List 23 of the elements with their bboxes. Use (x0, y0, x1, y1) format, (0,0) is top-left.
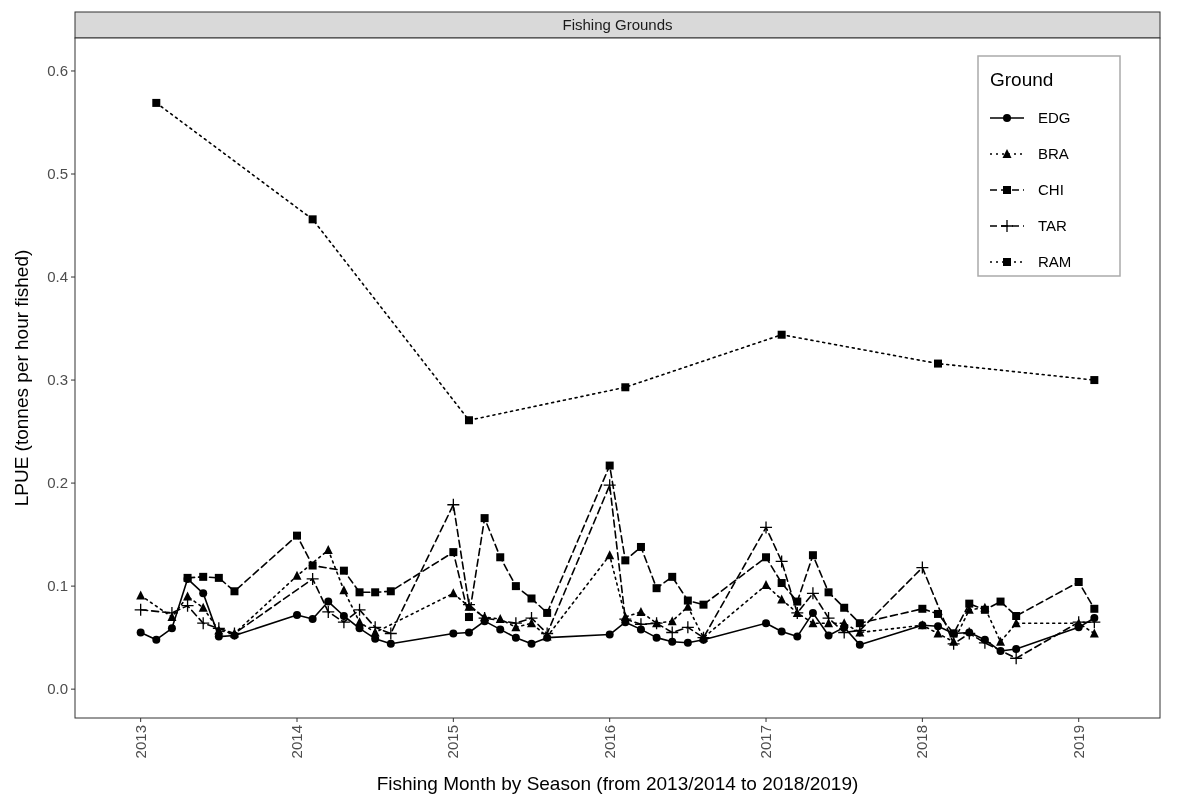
x-tick-label: 2013 (131, 725, 149, 759)
x-tick-label: 2018 (913, 725, 931, 759)
y-tick-label: 0.6 (47, 61, 68, 79)
chart-title: Fishing Grounds (562, 16, 673, 33)
y-axis-title: LPUE (tonnes per hour fished) (11, 249, 32, 507)
y-tick-label: 0.4 (47, 268, 68, 286)
x-tick-label: 2019 (1069, 725, 1087, 759)
legend-label: EDG (1038, 109, 1071, 126)
legend-label: CHI (1038, 181, 1064, 198)
y-tick-label: 0.0 (47, 680, 68, 698)
legend-label: RAM (1038, 253, 1072, 270)
y-tick-label: 0.3 (47, 371, 68, 389)
x-tick-label: 2014 (288, 725, 305, 759)
legend-title: Ground (990, 69, 1054, 90)
x-tick-label: 2015 (444, 725, 462, 759)
legend-label: BRA (1038, 145, 1069, 162)
x-tick-label: 2016 (600, 725, 618, 759)
x-axis-title: Fishing Month by Season (from 2013/2014 to 2018/2019) (376, 773, 859, 794)
y-tick-label: 0.2 (47, 474, 68, 492)
x-tick-label: 2017 (757, 725, 775, 759)
legend-label: TAR (1038, 217, 1068, 234)
y-tick-label: 0.1 (47, 577, 68, 595)
y-tick-label: 0.5 (47, 165, 68, 182)
